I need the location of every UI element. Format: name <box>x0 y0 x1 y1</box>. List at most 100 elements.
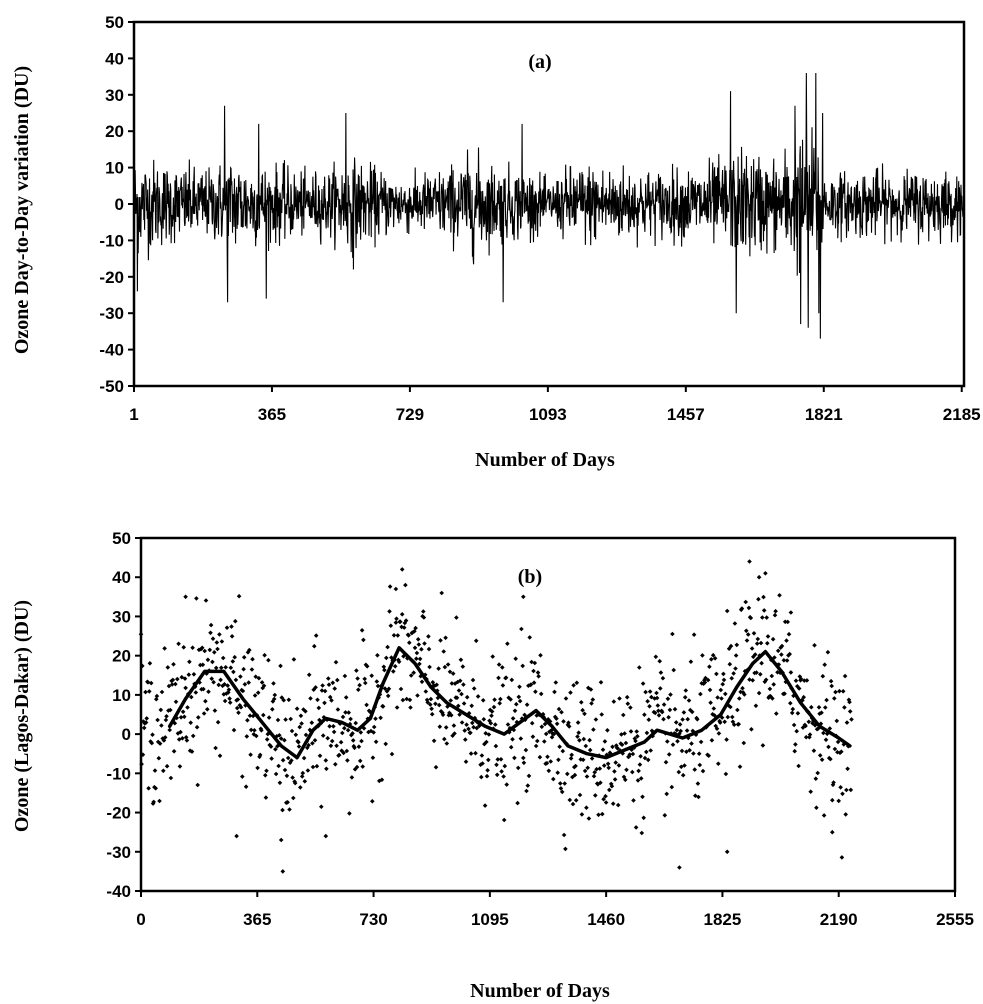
panel-b-data-point <box>273 771 279 777</box>
panel-b-data-point <box>571 683 576 688</box>
panel-b-data-point <box>145 680 151 685</box>
panel-b-data-point <box>190 645 195 650</box>
panel-b-data-point <box>502 763 508 769</box>
panel-b-data-point <box>354 764 360 770</box>
panel-b-data-point <box>217 753 223 759</box>
panel-b-data-point <box>581 736 587 742</box>
panel-b-data-point <box>433 701 438 707</box>
panel-b-data-point <box>320 733 326 738</box>
panel-b-data-point <box>261 683 267 689</box>
panel-b-data-point <box>590 697 596 702</box>
panel-b-y-tick-label: 30 <box>112 607 131 626</box>
panel-b-data-point <box>176 737 182 742</box>
panel-b-data-point <box>809 704 814 710</box>
panel-b-data-point <box>756 596 761 602</box>
panel-b-data-point <box>146 786 151 791</box>
panel-b-data-point <box>355 676 360 681</box>
panel-b-data-point <box>657 658 662 664</box>
panel-b-data-point <box>788 700 793 706</box>
panel-b-data-point <box>486 732 492 737</box>
panel-b-data-point <box>724 608 730 614</box>
panel-b-data-point <box>399 567 405 572</box>
panel-b-data-point <box>207 647 213 653</box>
panel-b-data-point <box>683 688 689 693</box>
panel-b-data-point <box>231 669 236 675</box>
panel-b-data-point <box>549 734 555 740</box>
panel-b-data-point <box>840 791 845 797</box>
panel-b-data-point <box>684 749 689 754</box>
panel-b-data-point <box>656 708 661 714</box>
panel-b-data-point <box>408 705 413 710</box>
panel-b-data-point <box>333 659 339 665</box>
panel-b-data-point <box>293 732 299 738</box>
panel-b-data-point <box>849 717 854 722</box>
panel-b-data-point <box>772 655 777 660</box>
panel-b-data-point <box>189 694 194 700</box>
panel-a-label: (a) <box>528 51 551 73</box>
panel-b-data-point <box>276 763 281 769</box>
panel-b-data-point <box>348 716 353 722</box>
panel-b-data-point <box>475 694 481 699</box>
panel-b-data-point <box>226 687 232 692</box>
panel-b-data-point <box>806 719 812 725</box>
panel-b-data-point <box>287 807 292 812</box>
panel-b-data-point <box>765 634 771 639</box>
panel-b-data-point <box>622 731 627 736</box>
panel-b-data-point <box>182 676 188 681</box>
panel-b-data-point <box>329 738 335 744</box>
panel-b-data-point <box>298 713 304 719</box>
panel-b-data-point <box>299 774 305 779</box>
panel-b-data-point <box>416 642 422 647</box>
panel-b-trend-line <box>167 646 852 760</box>
panel-b-data-point <box>668 692 673 697</box>
panel-b-data-point <box>635 734 640 739</box>
panel-b-data-point <box>188 720 193 725</box>
panel-b-data-point <box>255 765 260 771</box>
panel-b-data-point <box>509 677 515 683</box>
panel-b-data-point <box>718 687 724 693</box>
panel-b-data-point <box>832 746 838 752</box>
panel-b-y-tick-label: 10 <box>112 686 131 705</box>
panel-b-x-ticks: 0 365 730 1095 1460 1825 2190 2555 <box>136 891 974 929</box>
panel-b-data-point <box>256 675 262 681</box>
panel-b-data-point <box>360 764 365 769</box>
panel-b-data-point <box>535 738 540 744</box>
panel-b-data-point <box>374 679 380 684</box>
panel-b-data-point <box>572 772 578 778</box>
panel-b-data-point <box>253 674 258 679</box>
panel-b-data-point <box>666 752 672 757</box>
panel-b-data-point <box>336 752 342 758</box>
panel-b-data-point <box>596 812 601 818</box>
panel-b-data-point <box>521 755 526 761</box>
panel-b-data-point <box>264 768 269 774</box>
panel-b-data-point <box>473 638 479 644</box>
panel-b-data-point <box>388 623 394 628</box>
panel-b-data-point <box>744 638 750 643</box>
panel-b-data-point <box>460 664 466 669</box>
panel-b-data-point <box>194 596 199 601</box>
panel-b-data-point <box>751 631 757 636</box>
panel-b-data-point <box>505 722 511 727</box>
panel-b-data-point <box>834 718 840 724</box>
panel-b-data-point <box>631 798 636 803</box>
panel-b-data-point <box>539 724 545 730</box>
panel-b-data-point <box>654 690 659 696</box>
panel-b-data-point <box>275 717 281 723</box>
panel-b-data-point <box>263 795 269 800</box>
panel-b-data-point <box>661 716 666 722</box>
panel-b-data-point <box>308 696 313 701</box>
panel-b-data-point <box>691 751 696 756</box>
panel-b-data-point <box>435 695 441 701</box>
panel-b-data-point <box>597 766 603 771</box>
panel-b-data-point <box>679 748 685 754</box>
panel-b-data-point <box>514 701 519 707</box>
panel-b-data-point <box>456 688 462 693</box>
panel-b-data-point <box>529 659 534 665</box>
panel-b-data-point <box>697 762 703 768</box>
panel-b-data-point <box>257 752 263 758</box>
panel-b-data-point <box>375 683 381 689</box>
panel-b-data-point <box>532 660 538 666</box>
panel-b-data-point <box>361 637 366 643</box>
panel-b-data-point <box>837 688 842 694</box>
